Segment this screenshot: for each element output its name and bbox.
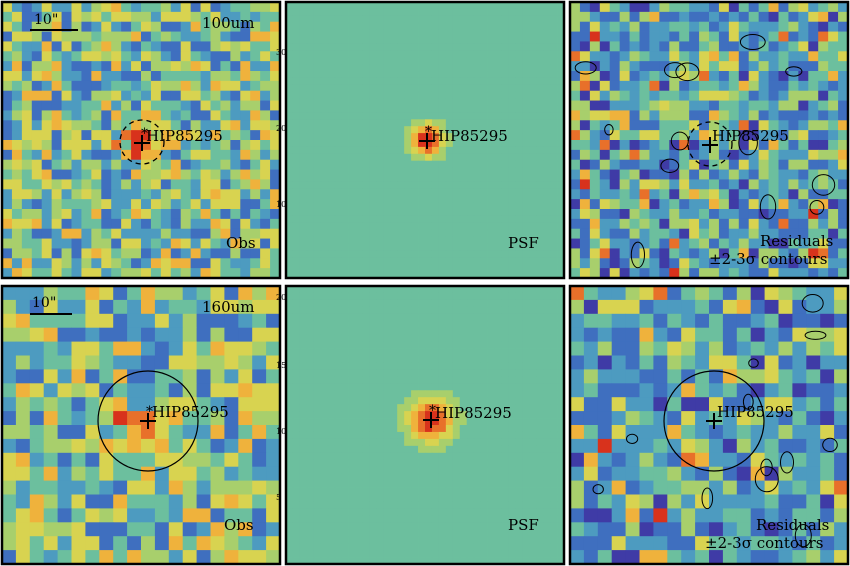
- asterisk-marker: *: [141, 126, 148, 142]
- target-label: HIP85295: [717, 403, 794, 421]
- scale-bar-label: 10": [32, 295, 56, 311]
- axis-tick-label: 10: [276, 200, 286, 209]
- panel-frame: [0, 0, 282, 280]
- panel-frame: [0, 284, 282, 566]
- axis-tick-label: 20: [276, 293, 286, 302]
- target-label: HIP85295: [146, 127, 223, 145]
- target-marker: [706, 413, 722, 429]
- panel-frame: [568, 284, 850, 566]
- panel-frame: [284, 0, 566, 280]
- scale-bar-label: 10": [34, 12, 58, 28]
- panel-residuals-160: HIP85295 Residuals ±2-3σ contours: [568, 284, 850, 566]
- panel-corner-label: Obs: [226, 234, 256, 252]
- axis-tick-label: 15: [276, 361, 286, 370]
- target-label: HIP85295: [152, 403, 229, 421]
- asterisk-marker: *: [429, 403, 436, 419]
- panel-corner-label: PSF: [508, 234, 539, 252]
- axis-tick-label: 5: [276, 493, 281, 502]
- panel-corner-label: Residuals: [760, 232, 833, 250]
- panel-corner-label: PSF: [508, 516, 539, 534]
- panel-obs-100: 10" 100um * HIP85295 Obs: [0, 0, 282, 280]
- panel-frame: [284, 284, 566, 566]
- axis-tick-label: 10: [276, 427, 286, 436]
- panel-corner-label: Residuals: [756, 516, 829, 534]
- target-label: HIP85295: [431, 127, 508, 145]
- axis-tick-label: 30: [276, 48, 286, 57]
- axis-tick-label: 20: [276, 124, 286, 133]
- band-label: 100um: [202, 14, 255, 32]
- aperture-ring: [119, 119, 165, 165]
- target-label: HIP85295: [435, 404, 512, 422]
- panel-corner-label-2: ±2-3σ contours: [705, 534, 823, 552]
- panel-corner-label: Obs: [224, 516, 254, 534]
- target-marker: [140, 413, 156, 429]
- target-marker: [702, 137, 718, 153]
- aperture-ring: [687, 121, 733, 167]
- band-label: 160um: [202, 298, 255, 316]
- target-marker: [134, 135, 150, 151]
- panel-psf-100: * HIP85295 PSF 30 20 10: [276, 0, 566, 280]
- aperture-ring: [663, 370, 765, 472]
- asterisk-marker: *: [425, 124, 432, 140]
- panel-psf-160: * HIP85295 PSF 20 15 10 5: [276, 284, 566, 566]
- panel-obs-160: 10" 160um * HIP85295 Obs: [0, 284, 282, 566]
- aperture-ring: [97, 370, 199, 472]
- asterisk-marker: *: [146, 404, 153, 420]
- target-label: HIP85295: [712, 127, 789, 145]
- target-marker: [423, 412, 439, 428]
- panel-frame: [568, 0, 850, 280]
- panel-corner-label-2: ±2-3σ contours: [709, 250, 827, 268]
- panel-residuals-100: HIP85295 Residuals ±2-3σ contours: [568, 0, 850, 280]
- target-marker: [419, 133, 435, 149]
